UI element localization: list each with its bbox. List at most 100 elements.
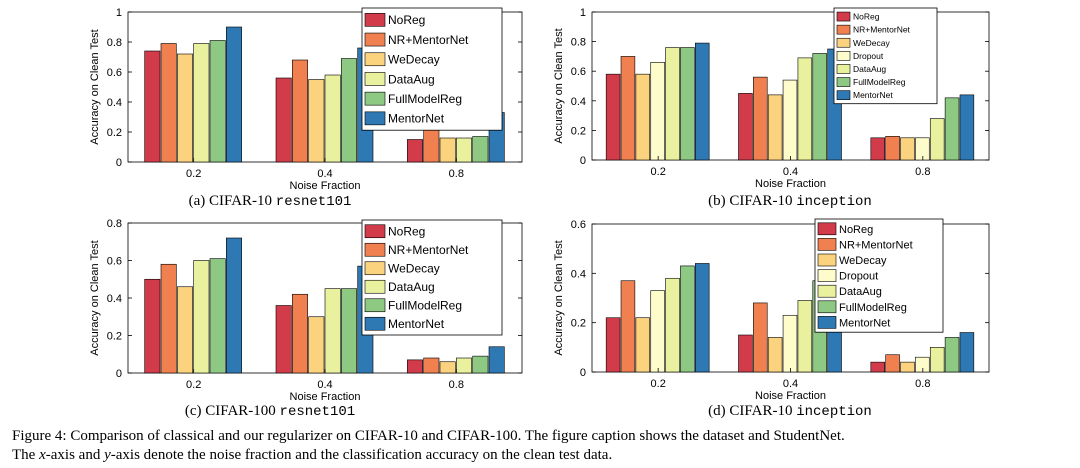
chart-c-xtick-label: 0.4	[317, 379, 332, 391]
chart-b-bar-wedecay-0-2	[635, 73, 651, 161]
chart-d-bar-nr-mentornet-0-2	[620, 280, 636, 373]
chart-d-bar-nr-mentornet-0-8	[885, 354, 900, 373]
chart-a-bar-mentornet-0-2	[226, 26, 242, 163]
chart-b-bar-dataaug-0-8	[929, 118, 945, 161]
subcaption-d-net: inception	[796, 404, 872, 420]
chart-d-bar-noreg-0-2	[605, 317, 621, 373]
chart-d-bar-dropout-0-2	[650, 290, 665, 373]
chart-c-legend-swatch-wedecay	[364, 261, 386, 276]
chart-b-bar-noreg-0-2	[605, 73, 621, 161]
chart-c-ytick-label: 0.2	[107, 331, 122, 343]
chart-c-bar-nr-mentornet-0-4	[292, 293, 308, 374]
chart-a-legend-label-dataaug: DataAug	[388, 72, 435, 86]
chart-b-bar-dataaug-0-2	[665, 47, 680, 161]
chart-d-xtick-label: 0.2	[651, 378, 666, 390]
chart-a-legend-label-mentornet: MentorNet	[388, 112, 445, 126]
chart-a-bar-noreg-0-8	[407, 139, 423, 163]
chart-b-bar-dropout-0-8	[915, 137, 930, 161]
chart-c-bar-fullmodelreg-0-8	[472, 355, 489, 374]
chart-panel-b: 0 0.2 0.4 0.6 0.8 1 0.2 0.4 0.8 Noise Fraction Acc…	[540, 0, 1080, 215]
chart-d-legend-label-fullmodelreg: FullModelReg	[839, 302, 907, 314]
chart-c-bar-dataaug-0-4	[324, 288, 341, 374]
chart-a-bar-fullmodelreg-0-2	[209, 40, 226, 163]
chart-c-legend-label-noreg: NoReg	[388, 225, 425, 239]
chart-b-xtick-label: 0.4	[783, 166, 798, 178]
chart-c-bar-noreg-0-8	[407, 359, 423, 374]
chart-d-xlabel: Noise Fraction	[755, 390, 826, 402]
chart-b-bar-dataaug-0-4	[797, 57, 813, 161]
caption-text-2: -axis and	[45, 447, 105, 463]
chart-b-ytick-label: 0.2	[571, 125, 586, 137]
subcaption-b: (b) CIFAR-10 inception	[540, 193, 1040, 210]
chart-b-legend-swatch-wedecay	[836, 37, 851, 48]
chart-c-legend-swatch-dataaug	[364, 279, 386, 294]
chart-c-bar-noreg-0-2	[144, 278, 161, 374]
chart-d-legend-label-wedecay: WeDecay	[839, 255, 887, 267]
chart-c-legend-label-mentornet: MentorNet	[388, 317, 445, 331]
chart-b-xlabel: Noise Fraction	[755, 178, 826, 190]
chart-d-legend-box	[814, 218, 944, 333]
chart-b-ytick-label: 0	[580, 155, 586, 167]
subcaption-d-dataset: (d) CIFAR-10	[708, 403, 793, 419]
chart-d-ytick-label: 0.4	[571, 268, 586, 280]
chart-d-bar-dataaug-0-2	[665, 277, 680, 373]
chart-a: 0 0.2 0.4 0.6 0.8 1 0.2 0.4 0.8 Noise Fraction Acc…	[89, 7, 523, 192]
chart-c-legend-swatch-fullmodelreg	[364, 298, 386, 313]
chart-c-bar-fullmodelreg-0-2	[209, 258, 226, 374]
chart-d-legend-swatch-dropout	[817, 269, 837, 282]
caption-x-symbol: x	[39, 447, 46, 463]
chart-b-legend-label-wedecay: WeDecay	[853, 38, 890, 48]
chart-d-bar-wedecay-0-4	[767, 337, 783, 373]
chart-b-legend-swatch-noreg	[836, 11, 851, 22]
chart-a-bar-wedecay-0-2	[177, 53, 193, 163]
chart-b-legend-swatch-nr-mentornet	[836, 24, 851, 35]
chart-b-bar-nr-mentornet-0-8	[885, 136, 900, 161]
chart-c-legend-label-nr-mentornet: NR+MentorNet	[388, 243, 469, 257]
chart-d-legend-label-mentornet: MentorNet	[839, 317, 890, 329]
subcaption-a: (a) CIFAR-10 resnet101	[0, 193, 540, 210]
chart-b-ytick-label: 0.6	[571, 66, 586, 78]
chart-d-bar-dataaug-0-8	[929, 347, 945, 373]
chart-c-bar-mentornet-0-2	[226, 237, 242, 374]
caption-y-symbol: y	[104, 447, 111, 463]
chart-d-legend-label-dataaug: DataAug	[839, 286, 882, 298]
chart-a-bar-wedecay-0-8	[439, 137, 456, 163]
chart-c-bar-dataaug-0-2	[193, 260, 210, 374]
chart-b-ytick-label: 0.4	[571, 96, 586, 108]
chart-d-legend-swatch-wedecay	[817, 253, 837, 267]
chart-c-legend-swatch-nr-mentornet	[364, 242, 386, 257]
chart-d-bar-dropout-0-8	[915, 356, 930, 373]
chart-c-bar-noreg-0-4	[275, 305, 292, 374]
subcaption-a-net: resnet101	[275, 194, 352, 210]
chart-a-ytick-label: 0.8	[107, 37, 122, 49]
chart-panel-d: 0 0.2 0.4 0.6 0.2 0.4 0.8 Noise Fraction Accurac…	[540, 212, 1080, 427]
chart-b-legend-label-dataaug: DataAug	[853, 64, 886, 74]
chart-b-bar-fullmodelreg-0-2	[680, 47, 695, 161]
chart-d-ytick-label: 0.6	[571, 219, 586, 231]
chart-b-xtick-label: 0.2	[651, 166, 666, 178]
chart-a-bar-fullmodelreg-0-4	[341, 58, 357, 163]
chart-d-bar-fullmodelreg-0-2	[680, 265, 695, 373]
chart-b-bar-dropout-0-2	[650, 62, 665, 161]
chart-d-bar-noreg-0-4	[738, 334, 753, 373]
chart-c-xtick-label: 0.2	[186, 379, 201, 391]
chart-a-legend-swatch-wedecay	[364, 52, 386, 67]
subcaption-a-dataset: (a) CIFAR-10	[188, 193, 273, 209]
chart-a-bar-noreg-0-2	[144, 50, 161, 163]
chart-d-legend-label-nr-mentornet: NR+MentorNet	[839, 239, 913, 251]
chart-d-legend-swatch-noreg	[817, 222, 837, 236]
chart-b-legend-swatch-dropout	[836, 51, 851, 61]
chart-a-xtick-label: 0.2	[186, 168, 201, 180]
chart-b-ylabel: Accuracy on Clean Test	[553, 28, 565, 143]
chart-a-ylabel: Accuracy on Clean Test	[89, 29, 101, 144]
chart-d-bar-dataaug-0-4	[797, 300, 813, 373]
chart-c-xtick-label: 0.8	[449, 379, 464, 391]
chart-c-legend-box	[361, 219, 503, 336]
chart-c-bar-wedecay-0-8	[439, 361, 456, 374]
chart-a-xlabel: Noise Fraction	[290, 180, 361, 192]
chart-d-bar-mentornet-0-2	[695, 263, 710, 373]
chart-a-ytick-label: 0.2	[107, 127, 122, 139]
chart-b-bar-noreg-0-4	[738, 93, 753, 161]
chart-b-legend-label-noreg: NoReg	[853, 12, 880, 22]
chart-b-bar-mentornet-0-8	[959, 94, 975, 161]
